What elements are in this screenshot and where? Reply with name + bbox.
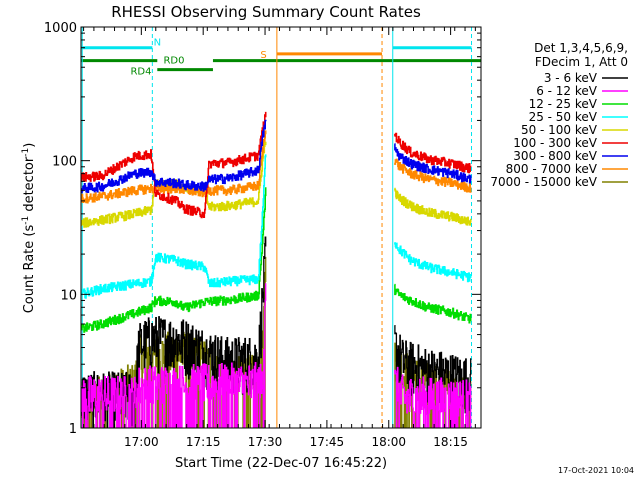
y-tick-label-0: 1 — [69, 422, 77, 437]
plot-frame — [80, 26, 482, 429]
x-tick-label-1: 17:15 — [186, 435, 221, 449]
y-tick-label-3: 1000 — [44, 21, 77, 36]
legend-entry-label-1: 6 - 12 keV — [536, 84, 598, 98]
series-line-300-800-kev-seg0 — [81, 119, 267, 194]
series-line-6-12-kev-seg0 — [81, 283, 267, 428]
series-line-12-25-kev-seg1 — [394, 283, 472, 324]
y-tick-label-1: 10 — [60, 288, 77, 303]
x-axis-label: Start Time (22-Dec-07 16:45:22) — [175, 456, 387, 471]
legend: Det 1,3,4,5,6,9, FDecim 1, Att 0 3 - 6 k… — [490, 41, 628, 189]
saa-label: S — [260, 50, 266, 61]
legend-entry-label-3: 25 - 50 keV — [529, 110, 598, 124]
series-line-800-7000-kev-seg1 — [394, 158, 472, 193]
x-tick-label-0: 17:00 — [124, 435, 159, 449]
legend-entry-label-7: 800 - 7000 keV — [506, 162, 598, 176]
timestamp: 17-Oct-2021 10:04 — [558, 466, 634, 475]
series-line-25-50-kev-seg1 — [394, 242, 472, 283]
y-axis-label-end: ) — [22, 143, 37, 148]
axes: 17:00 17:15 17:30 17:45 18:00 18:15 1 10 100 1000 — [44, 21, 481, 449]
x-tick-label-3: 17:45 — [310, 435, 345, 449]
series-line-800-7000-kev-seg0 — [81, 130, 267, 204]
x-tick-label-5: 18:15 — [433, 435, 468, 449]
night-label: N — [154, 38, 161, 49]
legend-header-line2: FDecim 1, Att 0 — [535, 55, 628, 69]
y-axis-label-main: Count Rate (s — [22, 225, 37, 314]
series-line-100-300-kev-seg0 — [81, 111, 267, 219]
legend-entry-label-2: 12 - 25 keV — [529, 97, 598, 111]
y-tick-label-2: 100 — [52, 155, 77, 170]
series-line-25-50-kev-seg0 — [81, 154, 267, 299]
plot-data-area: N S RD0 RD4 — [81, 27, 481, 428]
series-line-100-300-kev-seg1 — [394, 132, 472, 174]
y-axis-label-sup1: -1 — [21, 216, 31, 225]
rd0-label: RD0 — [163, 56, 184, 67]
legend-header-line1: Det 1,3,4,5,6,9, — [534, 41, 628, 55]
y-axis-label-sup2: -1 — [21, 148, 31, 157]
legend-entry-label-6: 300 - 800 keV — [513, 149, 597, 163]
legend-entry-label-8: 7000 - 15000 keV — [490, 175, 597, 189]
legend-entry-label-5: 100 - 300 keV — [513, 136, 597, 150]
y-axis-label: Count Rate (s-1 detector-1) — [21, 143, 37, 314]
series-line-12-25-kev-seg0 — [81, 187, 267, 333]
x-tick-label-2: 17:30 — [248, 435, 283, 449]
series-line-300-800-kev-seg1 — [394, 143, 472, 184]
series-line-3-6-kev-seg1 — [394, 325, 472, 417]
y-axis-label-mid: detector — [22, 156, 37, 216]
x-tick-label-4: 18:00 — [371, 435, 406, 449]
legend-entry-label-4: 50 - 100 keV — [521, 123, 598, 137]
chart-title: RHESSI Observing Summary Count Rates — [111, 3, 421, 21]
legend-entry-label-0: 3 - 6 keV — [544, 71, 598, 85]
rd4-label: RD4 — [130, 67, 151, 78]
series-line-50-100-kev-seg1 — [394, 187, 472, 226]
